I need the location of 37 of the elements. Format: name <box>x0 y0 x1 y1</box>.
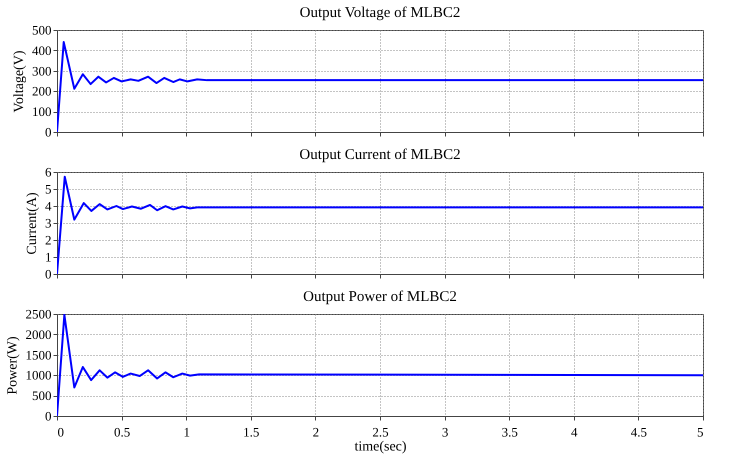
y-tick-label: 2000 <box>26 326 52 342</box>
x-tick-label: 2 <box>312 424 320 440</box>
y-tick-label: 500 <box>32 22 52 38</box>
x-tick-label: 5 <box>697 424 704 440</box>
x-tick-label: 1.5 <box>243 424 260 440</box>
x-tick-label: 4.5 <box>630 424 648 440</box>
chart-title: Output Power of MLBC2 <box>303 289 457 305</box>
y-tick-label: 1 <box>45 250 52 264</box>
y-tick-label: 5 <box>45 182 52 196</box>
y-tick-label: 6 <box>45 164 52 180</box>
y-tick-label: 500 <box>32 388 52 404</box>
y-tick-label: 1500 <box>26 347 52 362</box>
y-axis-title: Current(A) <box>25 192 40 255</box>
y-tick-label: 0 <box>45 408 52 424</box>
y-tick-label: 4 <box>45 198 52 214</box>
y-tick-label: 0 <box>45 124 52 140</box>
y-tick-label: 400 <box>32 42 52 58</box>
y-tick-label: 300 <box>32 63 52 78</box>
x-tick-label: 1 <box>183 424 190 440</box>
y-tick-label: 1000 <box>26 368 52 383</box>
y-tick-label: 2500 <box>26 306 52 322</box>
x-tick-label: 3 <box>442 424 448 440</box>
x-tick-label: 2.5 <box>372 424 389 440</box>
y-tick-label: 100 <box>32 104 52 120</box>
chart-title: Output Current of MLBC2 <box>299 147 461 163</box>
x-tick-label: 3.5 <box>502 424 518 440</box>
y-axis-title: Voltage(V) <box>12 50 27 112</box>
y-tick-label: 3 <box>45 216 52 230</box>
y-tick-label: 200 <box>32 84 52 99</box>
y-axis-title: Power(W) <box>6 336 20 395</box>
x-axis-title: time(sec) <box>354 440 407 454</box>
y-tick-label: 0 <box>45 266 52 282</box>
x-tick-label: 4 <box>571 424 578 440</box>
y-tick-label: 2 <box>45 232 52 248</box>
chart-title: Output Voltage of MLBC2 <box>300 5 460 21</box>
x-tick-label: 0.5 <box>114 424 130 440</box>
x-tick-label: 0 <box>58 424 64 440</box>
